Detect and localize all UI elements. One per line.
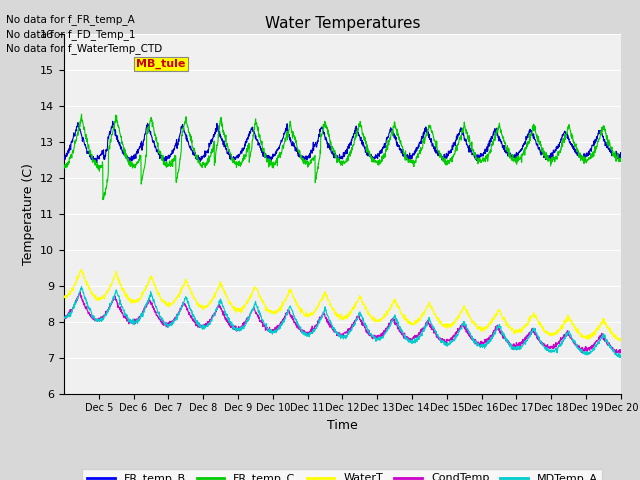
- Title: Water Temperatures: Water Temperatures: [265, 16, 420, 31]
- Text: No data for f_FD_Temp_1: No data for f_FD_Temp_1: [6, 29, 136, 40]
- X-axis label: Time: Time: [327, 419, 358, 432]
- Text: No data for f_WaterTemp_CTD: No data for f_WaterTemp_CTD: [6, 43, 163, 54]
- Text: MB_tule: MB_tule: [136, 59, 186, 69]
- Legend: FR_temp_B, FR_temp_C, WaterT, CondTemp, MDTemp_A: FR_temp_B, FR_temp_C, WaterT, CondTemp, …: [83, 469, 602, 480]
- Text: No data for f_FR_temp_A: No data for f_FR_temp_A: [6, 14, 135, 25]
- Y-axis label: Temperature (C): Temperature (C): [22, 163, 35, 264]
